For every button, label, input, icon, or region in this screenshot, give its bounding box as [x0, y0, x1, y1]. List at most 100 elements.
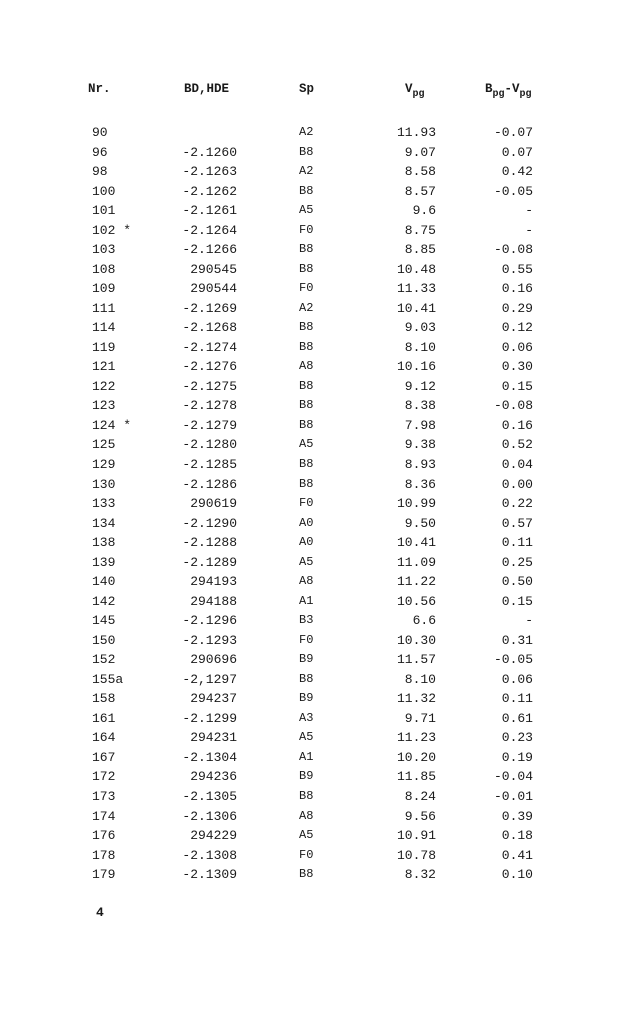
cell-bpg-vpg: 0.15	[501, 378, 533, 394]
table-row: 172 294236 B9 11.85 -0.04	[0, 769, 630, 788]
cell-bd-hde: -2.1286	[182, 476, 237, 492]
cell-nr: 90	[92, 125, 108, 140]
cell-vpg: 10.20	[396, 749, 436, 765]
cell-sp: A1	[299, 749, 314, 764]
table-row: 109 290544 F0 11.33 0.16	[0, 281, 630, 300]
cell-sp: B8	[299, 144, 314, 159]
cell-vpg: 11.85	[396, 769, 436, 785]
cell-sp: F0	[299, 847, 314, 862]
cell-bpg-vpg: -0.04	[493, 769, 533, 785]
table-row: 130 -2.1286 B8 8.36 0.00	[0, 477, 630, 496]
cell-vpg: 10.16	[396, 359, 436, 375]
cell-bpg-vpg: 0.04	[501, 457, 533, 472]
cell-bd-hde: -2.1293	[182, 632, 237, 648]
cell-bd-hde: 290696	[190, 652, 237, 668]
cell-nr: 155a	[92, 671, 124, 687]
cell-vpg: 11.33	[396, 281, 436, 297]
cell-sp: A8	[299, 574, 314, 589]
cell-sp: A8	[299, 808, 314, 823]
cell-nr: 174	[92, 808, 116, 824]
cell-bd-hde: -2.1264	[182, 222, 237, 238]
cell-bpg-vpg: 0.16	[501, 281, 533, 297]
cell-vpg: 10.41	[396, 535, 436, 551]
cell-bd-hde: 290619	[190, 496, 237, 512]
table-row: 139 -2.1289 A5 11.09 0.25	[0, 555, 630, 574]
cell-vpg: 10.30	[396, 632, 436, 648]
cell-nr: 158	[92, 691, 116, 707]
cell-sp: B8	[299, 378, 314, 393]
cell-sp: B8	[299, 320, 314, 335]
cell-nr: 173	[92, 789, 116, 805]
cell-vpg: 8.93	[404, 457, 436, 472]
cell-nr: 176	[92, 828, 116, 844]
cell-sp: F0	[299, 281, 314, 296]
cell-vpg: 8.75	[404, 222, 436, 238]
cell-sp: B9	[299, 652, 314, 667]
table-row: 125 -2.1280 A5 9.38 0.52	[0, 437, 630, 456]
cell-vpg: 11.57	[396, 652, 436, 668]
cell-sp: B8	[299, 789, 314, 804]
cell-sp: B8	[299, 339, 314, 354]
cell-vpg: 10.78	[396, 847, 436, 863]
cell-nr: 152	[92, 652, 116, 668]
cell-vpg: 9.50	[404, 515, 436, 531]
cell-sp: B3	[299, 613, 314, 628]
cell-bpg-vpg: 0.52	[501, 437, 533, 453]
table-row: 123 -2.1278 B8 8.38 -0.08	[0, 398, 630, 417]
cell-sp: A8	[299, 359, 314, 374]
cell-bd-hde: -2.1274	[182, 339, 237, 355]
cell-bd-hde: -2.1266	[182, 242, 237, 258]
cell-sp: A2	[299, 125, 314, 139]
cell-bpg-vpg: -0.05	[493, 652, 533, 668]
cell-sp: A5	[299, 730, 314, 745]
cell-vpg: 9.38	[404, 437, 436, 453]
cell-bpg-vpg: 0.25	[501, 554, 533, 570]
cell-bd-hde: -2.1308	[182, 847, 237, 863]
cell-bpg-vpg: 0.00	[501, 476, 533, 492]
header-b: B	[485, 82, 493, 96]
cell-nr: 167	[92, 749, 116, 765]
cell-bd-hde: -2.1280	[182, 437, 237, 453]
cell-bpg-vpg: 0.61	[501, 710, 533, 726]
cell-sp: B8	[299, 476, 314, 491]
table-row: 161 -2.1299 A3 9.71 0.61	[0, 711, 630, 730]
cell-vpg: 8.85	[404, 242, 436, 258]
page-number: 4	[96, 905, 104, 920]
cell-nr: 138	[92, 535, 116, 551]
cell-vpg: 10.56	[396, 593, 436, 609]
cell-bpg-vpg: 0.10	[501, 867, 533, 883]
cell-nr: 150	[92, 632, 116, 648]
table-row: 158 294237 B9 11.32 0.11	[0, 691, 630, 710]
cell-sp: B8	[299, 867, 314, 882]
cell-vpg: 6.6	[412, 613, 436, 629]
table-row: 167 -2.1304 A1 10.20 0.19	[0, 750, 630, 769]
table-row: 119 -2.1274 B8 8.10 0.06	[0, 340, 630, 359]
cell-nr: 140	[92, 574, 116, 590]
cell-vpg: 8.10	[404, 671, 436, 687]
cell-bpg-vpg: 0.41	[501, 847, 533, 863]
cell-nr: 121	[92, 359, 116, 375]
cell-bd-hde: -2.1275	[182, 378, 237, 394]
cell-bd-hde: 290545	[190, 261, 237, 277]
cell-bpg-vpg: -0.01	[493, 789, 533, 805]
cell-vpg: 8.24	[404, 789, 436, 805]
cell-bd-hde: 294229	[190, 828, 237, 844]
cell-bpg-vpg: 0.15	[501, 593, 533, 609]
table-row: 145 -2.1296 B3 6.6 -	[0, 613, 630, 632]
cell-bpg-vpg: 0.11	[501, 535, 533, 551]
cell-vpg: 8.57	[404, 183, 436, 199]
cell-nr: 125	[92, 437, 116, 453]
cell-sp: B8	[299, 398, 314, 413]
cell-nr: 134	[92, 515, 116, 531]
cell-sp: A2	[299, 300, 314, 315]
cell-bpg-vpg: 0.30	[501, 359, 533, 375]
cell-bpg-vpg: 0.12	[501, 320, 533, 336]
table-row: 101 -2.1261 A5 9.6 -	[0, 203, 630, 222]
cell-nr: 111	[92, 300, 116, 316]
table-row: 122 -2.1275 B8 9.12 0.15	[0, 379, 630, 398]
cell-bd-hde: 294188	[190, 593, 237, 609]
cell-vpg: 10.48	[396, 261, 436, 277]
cell-sp: F0	[299, 632, 314, 647]
cell-bpg-vpg: -	[525, 203, 533, 219]
cell-nr: 98	[92, 164, 108, 180]
